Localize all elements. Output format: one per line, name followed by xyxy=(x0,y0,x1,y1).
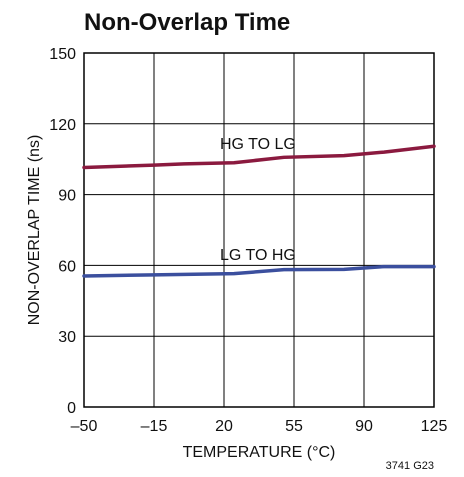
chart-title: Non-Overlap Time xyxy=(84,9,290,36)
series-label: LG TO HG xyxy=(220,247,296,264)
series-label: HG TO LG xyxy=(220,136,296,153)
plot-frame xyxy=(83,52,435,408)
x-tick-label: –15 xyxy=(141,418,168,435)
x-tick-label: 90 xyxy=(355,418,373,435)
y-axis-label: NON-OVERLAP TIME (ns) xyxy=(26,135,43,326)
gridlines xyxy=(84,53,434,407)
series-labels: HG TO LG LG TO HG xyxy=(220,136,296,264)
y-tick-label: 60 xyxy=(58,258,76,275)
x-tick-label: 125 xyxy=(421,418,448,435)
y-tick-label: 150 xyxy=(49,46,76,63)
x-tick-label: 55 xyxy=(285,418,303,435)
x-tick-labels: –50 –15 20 55 90 125 xyxy=(71,418,448,435)
series-line-1 xyxy=(82,264,436,278)
y-tick-label: 90 xyxy=(58,188,76,205)
x-axis-label: TEMPERATURE (°C) xyxy=(183,444,336,461)
y-tick-label: 120 xyxy=(49,117,76,134)
y-tick-labels: 0 30 60 90 120 150 xyxy=(49,46,76,417)
x-tick-label: 20 xyxy=(215,418,233,435)
y-tick-label: 0 xyxy=(67,400,76,417)
series-line-0 xyxy=(82,144,436,170)
x-tick-label: –50 xyxy=(71,418,98,435)
figure-reference: 3741 G23 xyxy=(386,460,434,472)
series-lines xyxy=(82,144,436,278)
y-tick-label: 30 xyxy=(58,329,76,346)
